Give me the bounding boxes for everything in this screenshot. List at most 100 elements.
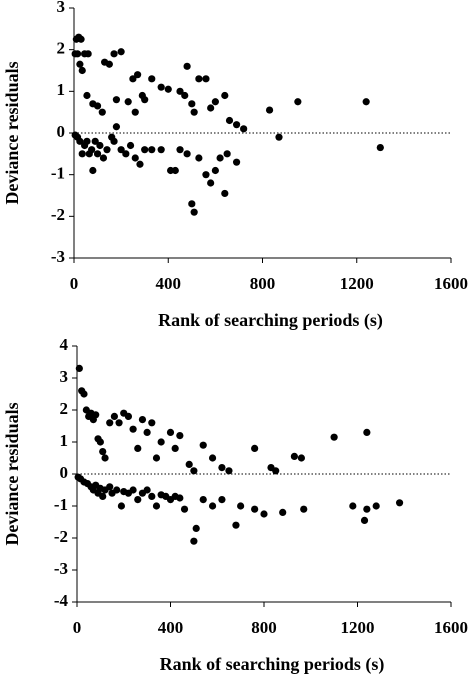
point — [84, 50, 92, 58]
point — [176, 432, 184, 440]
point — [88, 146, 96, 154]
point — [223, 150, 231, 158]
point — [91, 137, 99, 145]
point — [207, 179, 215, 187]
point — [106, 419, 114, 427]
point — [77, 35, 85, 43]
y-tick-label: 0 — [57, 122, 66, 141]
point — [117, 48, 125, 56]
point — [232, 121, 241, 129]
point — [129, 75, 137, 83]
y-tick-label: -1 — [51, 164, 65, 183]
point — [188, 200, 196, 208]
y-axis-title: Deviance residuals — [2, 402, 22, 545]
point — [122, 150, 130, 158]
x-tick-label: 1600 — [434, 618, 468, 637]
point — [129, 486, 137, 494]
point — [218, 496, 226, 504]
point — [190, 537, 198, 545]
point — [105, 60, 113, 68]
point — [195, 154, 203, 162]
point — [176, 146, 184, 154]
point — [176, 494, 184, 502]
point — [202, 75, 210, 83]
y-axis-title: Deviance residuals — [2, 61, 22, 204]
point — [183, 62, 191, 70]
point — [176, 87, 184, 95]
point — [80, 390, 88, 398]
point — [131, 154, 139, 162]
point — [251, 505, 259, 513]
y-tick-label: 2 — [60, 399, 69, 418]
point — [190, 467, 198, 475]
point — [152, 502, 161, 510]
point — [157, 83, 165, 91]
x-tick-label: 800 — [250, 274, 276, 293]
x-tick-label: 1600 — [434, 274, 468, 293]
point — [190, 208, 198, 216]
point — [134, 496, 142, 504]
point — [141, 96, 149, 104]
point — [199, 441, 207, 449]
y-tick-label: -2 — [51, 205, 65, 224]
y-tick-label: -3 — [51, 247, 65, 266]
point — [208, 502, 217, 510]
point — [166, 428, 175, 436]
point — [171, 166, 179, 175]
y-tick-label: -1 — [54, 495, 68, 514]
point — [363, 428, 371, 436]
point — [134, 444, 142, 452]
point — [218, 464, 226, 472]
point — [171, 444, 179, 452]
point — [99, 448, 107, 456]
point — [96, 438, 104, 446]
point — [141, 146, 149, 154]
point — [221, 91, 229, 100]
x-tick-label: 0 — [73, 618, 82, 637]
x-tick-label: 0 — [70, 274, 79, 293]
point — [349, 502, 357, 510]
point — [112, 96, 121, 104]
point — [183, 150, 191, 158]
point — [260, 510, 268, 518]
point — [157, 146, 165, 154]
point — [73, 50, 82, 58]
point — [211, 98, 219, 106]
point — [207, 104, 215, 112]
point — [199, 496, 207, 504]
point — [272, 467, 280, 475]
point — [372, 502, 380, 510]
point — [221, 189, 229, 198]
point — [216, 154, 224, 162]
point — [211, 166, 219, 175]
point — [232, 158, 241, 166]
x-tick-label: 400 — [158, 618, 184, 637]
point — [202, 171, 210, 179]
point — [89, 166, 97, 175]
point — [208, 454, 217, 462]
point — [110, 137, 118, 145]
point — [106, 483, 114, 491]
point — [152, 454, 161, 462]
point — [134, 71, 142, 79]
x-axis-title: Rank of searching periods (s) — [160, 654, 385, 675]
point — [157, 438, 165, 446]
point — [294, 98, 302, 106]
point — [297, 454, 305, 462]
point — [330, 433, 338, 441]
point — [275, 133, 283, 141]
point — [136, 160, 144, 168]
point — [110, 50, 118, 58]
point — [225, 467, 233, 475]
point — [113, 486, 121, 494]
y-tick-label: 0 — [60, 463, 69, 482]
point — [192, 524, 200, 533]
point — [93, 150, 102, 158]
point — [237, 502, 245, 510]
point — [103, 146, 111, 154]
x-tick-label: 400 — [156, 274, 182, 293]
point — [190, 108, 198, 116]
point — [360, 516, 369, 525]
point — [143, 486, 151, 494]
